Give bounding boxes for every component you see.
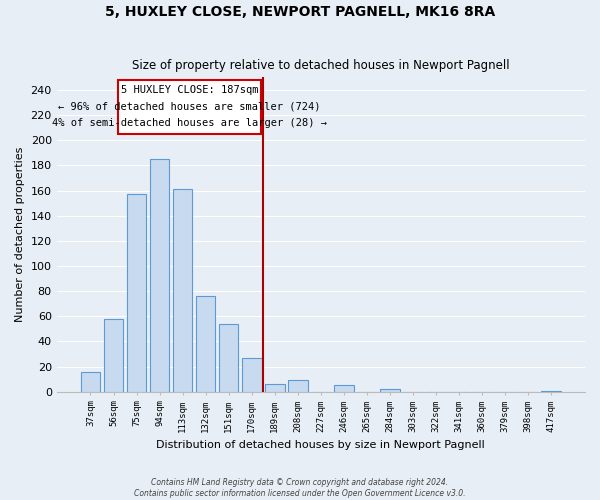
Bar [104, 319, 123, 392]
Bar [541, 390, 561, 392]
Text: 4% of semi-detached houses are larger (28) →: 4% of semi-detached houses are larger (2… [52, 118, 327, 128]
Text: ← 96% of detached houses are smaller (724): ← 96% of detached houses are smaller (72… [58, 101, 321, 111]
Bar [127, 194, 146, 392]
Y-axis label: Number of detached properties: Number of detached properties [15, 147, 25, 322]
FancyBboxPatch shape [118, 80, 261, 134]
Text: Contains HM Land Registry data © Crown copyright and database right 2024.
Contai: Contains HM Land Registry data © Crown c… [134, 478, 466, 498]
X-axis label: Distribution of detached houses by size in Newport Pagnell: Distribution of detached houses by size … [157, 440, 485, 450]
Bar [80, 372, 100, 392]
Bar [173, 190, 193, 392]
Bar [150, 159, 169, 392]
Bar [265, 384, 284, 392]
Text: 5 HUXLEY CLOSE: 187sqm: 5 HUXLEY CLOSE: 187sqm [121, 85, 258, 95]
Bar [380, 390, 400, 392]
Text: 5, HUXLEY CLOSE, NEWPORT PAGNELL, MK16 8RA: 5, HUXLEY CLOSE, NEWPORT PAGNELL, MK16 8… [105, 5, 495, 19]
Bar [242, 358, 262, 392]
Bar [288, 380, 308, 392]
Bar [196, 296, 215, 392]
Bar [334, 386, 353, 392]
Title: Size of property relative to detached houses in Newport Pagnell: Size of property relative to detached ho… [132, 59, 509, 72]
Bar [219, 324, 238, 392]
